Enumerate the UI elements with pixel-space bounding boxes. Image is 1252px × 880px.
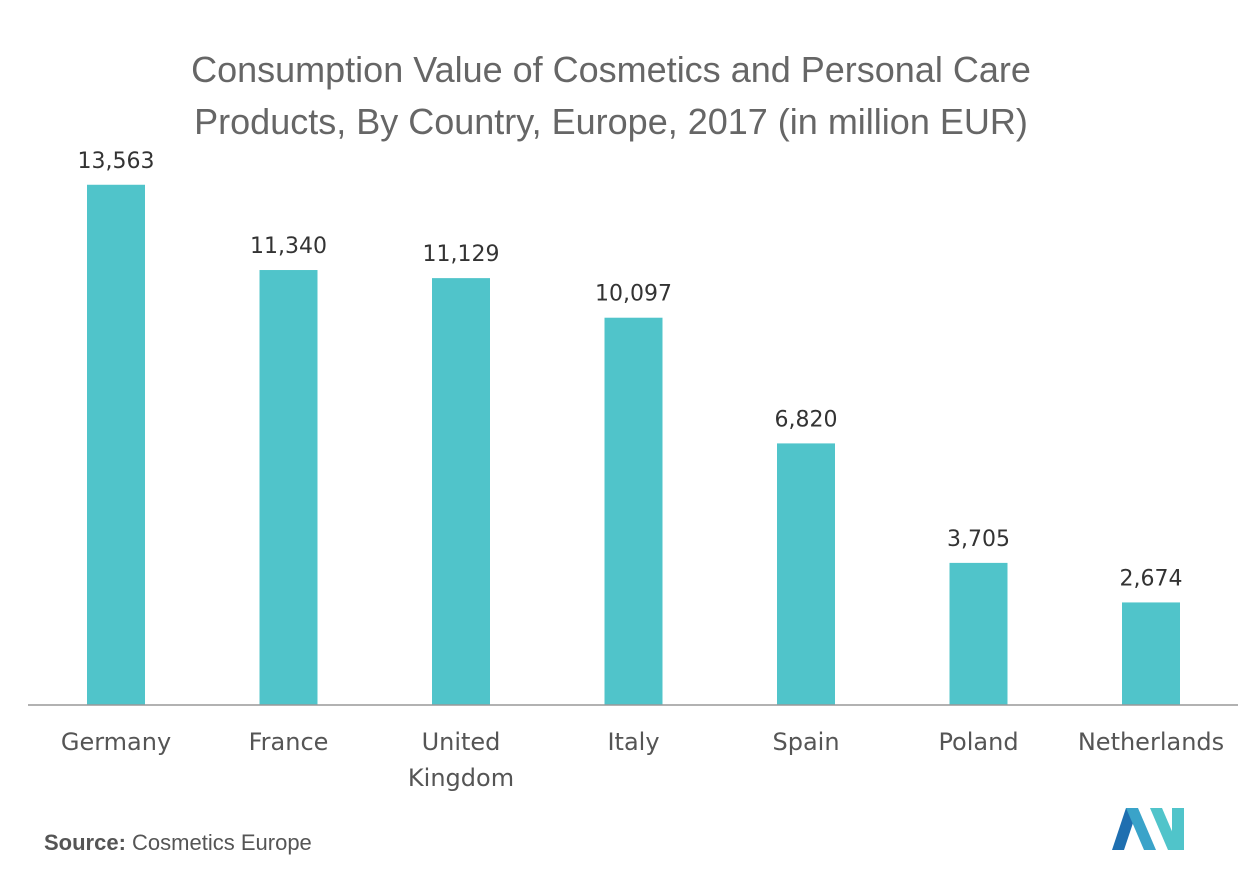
mordor-logo-icon bbox=[1112, 808, 1184, 850]
category-label-4-0: Spain bbox=[772, 728, 839, 756]
source-label: Source: bbox=[44, 830, 126, 855]
bar-5 bbox=[949, 562, 1008, 705]
bar-2 bbox=[432, 278, 490, 705]
chart-title-line-1: Consumption Value of Cosmetics and Perso… bbox=[191, 49, 1031, 90]
category-label-3-0: Italy bbox=[607, 728, 659, 756]
category-label-2-1: Kingdom bbox=[408, 764, 514, 792]
bar-0 bbox=[87, 184, 145, 705]
value-labels-group: 13,563 11,340 11,129 10,097 6,820 3,705 2,674 bbox=[78, 149, 1183, 592]
bars-group bbox=[87, 184, 1180, 705]
source-note: Source: Cosmetics Europe bbox=[44, 830, 312, 856]
value-label-2: 11,129 bbox=[423, 242, 500, 267]
value-label-3: 10,097 bbox=[595, 282, 672, 307]
value-label-4: 6,820 bbox=[775, 407, 838, 432]
category-label-0-0: Germany bbox=[61, 728, 171, 756]
category-label-6-0: Netherlands bbox=[1078, 728, 1224, 756]
bar-4 bbox=[777, 443, 835, 705]
value-label-5: 3,705 bbox=[947, 527, 1010, 552]
chart-title: Consumption Value of Cosmetics and Perso… bbox=[0, 44, 1222, 148]
category-label-2-0: United bbox=[422, 728, 501, 756]
bar-3 bbox=[604, 317, 663, 705]
category-labels-group: Germany France United Kingdom Italy Spain Pola… bbox=[61, 728, 1224, 792]
category-label-5-0: Poland bbox=[938, 728, 1018, 756]
bar-6 bbox=[1122, 602, 1180, 705]
source-value: Cosmetics Europe bbox=[132, 830, 312, 855]
category-label-1-0: France bbox=[249, 728, 329, 756]
value-label-6: 2,674 bbox=[1120, 566, 1183, 591]
value-label-0: 13,563 bbox=[78, 149, 155, 174]
chart-title-line-2: Products, By Country, Europe, 2017 (in m… bbox=[194, 101, 1028, 142]
logo-shape-4 bbox=[1172, 808, 1184, 850]
logo-shape-2 bbox=[1126, 808, 1156, 850]
value-label-1: 11,340 bbox=[250, 234, 327, 259]
bar-1 bbox=[259, 270, 318, 705]
